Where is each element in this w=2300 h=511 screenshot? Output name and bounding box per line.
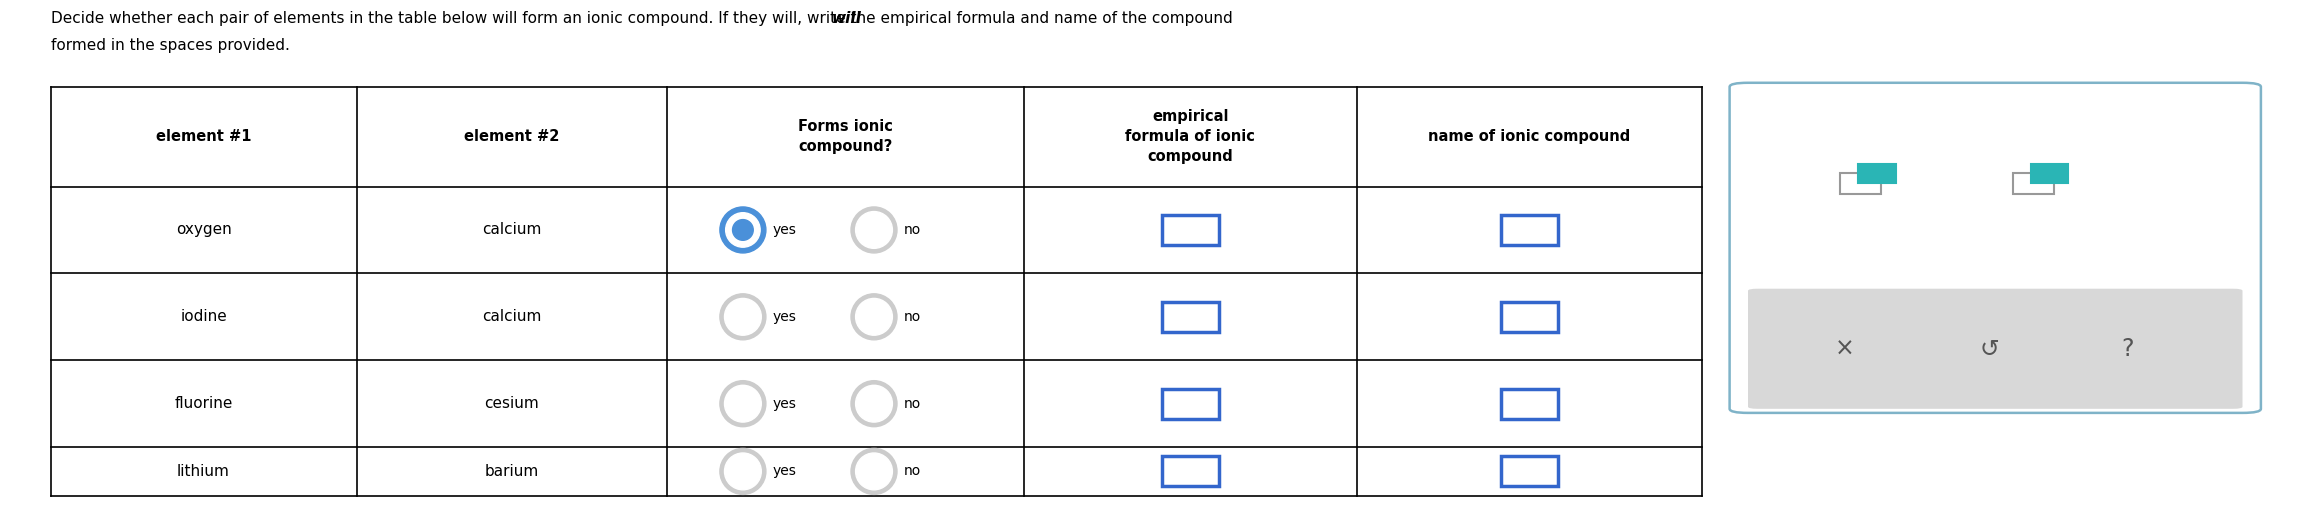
Text: no: no [904,464,922,478]
Text: ?: ? [2121,337,2134,361]
FancyBboxPatch shape [1858,164,1895,183]
Text: no: no [904,397,922,411]
Ellipse shape [851,207,897,253]
FancyBboxPatch shape [1502,456,1559,486]
Ellipse shape [851,448,897,495]
Text: yes: yes [773,397,796,411]
Ellipse shape [724,213,759,247]
Text: fluorine: fluorine [175,396,232,411]
Text: element #2: element #2 [465,129,559,144]
Ellipse shape [856,298,892,335]
FancyBboxPatch shape [1162,389,1219,419]
Ellipse shape [724,385,761,422]
Text: barium: barium [485,464,538,479]
FancyBboxPatch shape [1162,456,1219,486]
FancyBboxPatch shape [1730,83,2261,413]
Ellipse shape [724,453,761,490]
Text: oxygen: oxygen [175,222,232,238]
Ellipse shape [720,448,766,495]
Ellipse shape [720,381,766,427]
FancyBboxPatch shape [1162,302,1219,332]
FancyBboxPatch shape [2031,164,2068,183]
Text: iodine: iodine [179,309,228,324]
FancyBboxPatch shape [1502,215,1559,245]
Ellipse shape [724,298,761,335]
Ellipse shape [851,381,897,427]
Text: calcium: calcium [483,309,540,324]
Ellipse shape [720,294,766,340]
Text: yes: yes [773,223,796,237]
FancyBboxPatch shape [1748,289,2242,409]
Text: no: no [904,223,922,237]
FancyBboxPatch shape [2012,173,2054,194]
Text: ×: × [1835,337,1854,361]
Text: element #1: element #1 [156,129,251,144]
Ellipse shape [731,220,754,240]
Text: no: no [904,310,922,324]
Text: calcium: calcium [483,222,540,238]
Text: Forms ionic
compound?: Forms ionic compound? [798,119,892,154]
Ellipse shape [856,385,892,422]
Text: Decide whether each pair of elements in the table below will form an ionic compo: Decide whether each pair of elements in … [51,11,1233,26]
Ellipse shape [856,212,892,248]
FancyBboxPatch shape [1162,215,1219,245]
Text: formed in the spaces provided.: formed in the spaces provided. [51,38,290,53]
Text: name of ionic compound: name of ionic compound [1428,129,1631,144]
Text: will: will [833,11,862,26]
FancyBboxPatch shape [1840,173,1881,194]
FancyBboxPatch shape [1502,389,1559,419]
FancyBboxPatch shape [1502,302,1559,332]
Text: yes: yes [773,464,796,478]
Ellipse shape [720,207,766,253]
Ellipse shape [851,294,897,340]
Ellipse shape [856,453,892,490]
Text: ↺: ↺ [1980,337,1999,361]
Text: lithium: lithium [177,464,230,479]
Text: empirical
formula of ionic
compound: empirical formula of ionic compound [1125,109,1256,164]
Text: yes: yes [773,310,796,324]
Text: cesium: cesium [485,396,538,411]
